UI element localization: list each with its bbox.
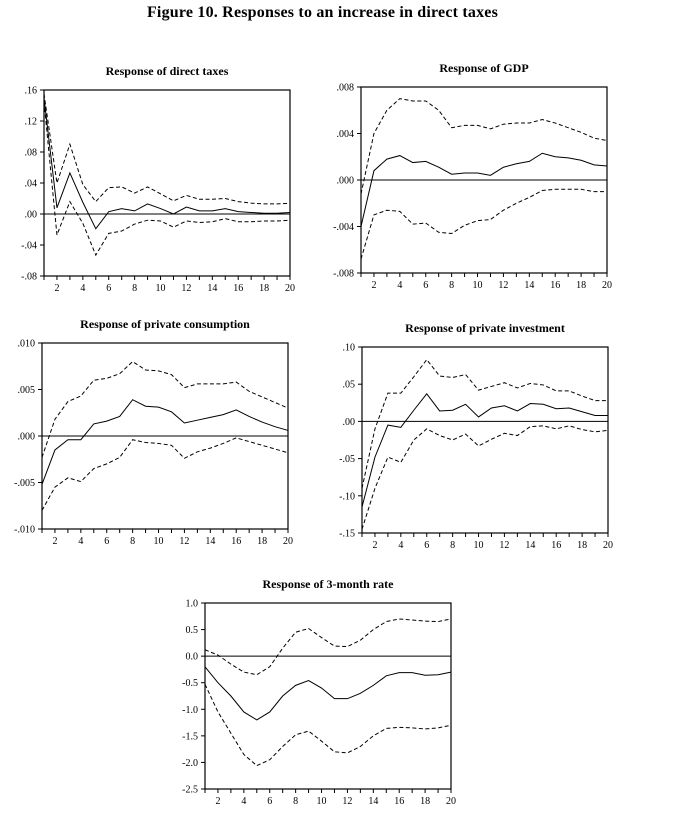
- svg-text:6: 6: [267, 796, 272, 807]
- svg-text:8: 8: [293, 796, 298, 807]
- svg-text:10: 10: [474, 540, 484, 551]
- svg-text:-.15: -.15: [339, 529, 355, 540]
- svg-text:.12: .12: [25, 117, 38, 128]
- svg-text:1.0: 1.0: [186, 599, 199, 610]
- panel-title-gdp: Response of GDP: [439, 61, 529, 75]
- svg-text:14: 14: [207, 283, 217, 294]
- svg-text:-0.5: -0.5: [182, 678, 198, 689]
- svg-text:12: 12: [181, 283, 191, 294]
- svg-text:.10: .10: [343, 343, 356, 354]
- svg-text:16: 16: [233, 283, 243, 294]
- svg-text:4: 4: [241, 796, 246, 807]
- svg-text:4: 4: [398, 540, 403, 551]
- svg-text:12: 12: [499, 540, 509, 551]
- panel-gdp: Response of GDP .008 .004 .000 -.004 -.008 2 4…: [321, 60, 617, 294]
- svg-text:.05: .05: [343, 380, 356, 391]
- svg-text:14: 14: [524, 280, 534, 291]
- svg-text:0.5: 0.5: [186, 625, 199, 636]
- svg-text:4: 4: [78, 536, 83, 547]
- svg-text:6: 6: [104, 536, 109, 547]
- figure-title: Figure 10. Responses to an increase in d…: [146, 4, 499, 21]
- svg-text:2: 2: [52, 536, 57, 547]
- svg-text:-2.0: -2.0: [182, 758, 198, 769]
- svg-text:14: 14: [525, 540, 535, 551]
- svg-text:16: 16: [231, 536, 241, 547]
- svg-text:18: 18: [257, 536, 267, 547]
- svg-text:.004: .004: [337, 129, 355, 140]
- svg-text:.00: .00: [25, 210, 38, 221]
- svg-text:14: 14: [368, 796, 378, 807]
- svg-text:6: 6: [423, 280, 428, 291]
- panel-3-month-rate: Response of 3-month rate 1.0 0.5 0.0 -0.5 -1…: [165, 576, 461, 810]
- svg-text:20: 20: [285, 283, 295, 294]
- svg-text:-.05: -.05: [339, 454, 355, 465]
- svg-text:2: 2: [54, 283, 59, 294]
- svg-text:12: 12: [179, 536, 189, 547]
- svg-text:16: 16: [394, 796, 404, 807]
- svg-text:16: 16: [551, 540, 561, 551]
- svg-text:6: 6: [106, 283, 111, 294]
- svg-text:20: 20: [446, 796, 456, 807]
- svg-text:18: 18: [259, 283, 269, 294]
- svg-text:2: 2: [371, 280, 376, 291]
- svg-text:-1.5: -1.5: [182, 731, 198, 742]
- chart-3-month-rate: 1.0 0.5 0.0 -0.5 -1.0 -1.5 -2.0 -2.5 2 4 6 8 10 12 14 1…: [182, 599, 456, 808]
- svg-text:10: 10: [473, 280, 483, 291]
- svg-text:-.10: -.10: [339, 491, 355, 502]
- svg-text:.000: .000: [337, 176, 355, 187]
- svg-text:4: 4: [397, 280, 402, 291]
- svg-text:-.008: -.008: [333, 269, 354, 280]
- svg-text:10: 10: [154, 536, 164, 547]
- svg-text:-1.0: -1.0: [182, 705, 198, 716]
- panel-title-private-consumption: Response of private consumption: [80, 317, 250, 331]
- svg-text:.010: .010: [18, 339, 36, 350]
- svg-text:20: 20: [602, 280, 612, 291]
- panel-title-direct-taxes: Response of direct taxes: [105, 64, 229, 78]
- svg-text:12: 12: [498, 280, 508, 291]
- svg-text:-.04: -.04: [21, 241, 37, 252]
- svg-text:-2.5: -2.5: [182, 785, 198, 796]
- panel-private-investment: Response of private investment .10 .05 .00…: [322, 320, 618, 554]
- svg-text:2: 2: [372, 540, 377, 551]
- svg-text:0.0: 0.0: [186, 652, 199, 663]
- svg-text:10: 10: [156, 283, 166, 294]
- svg-text:6: 6: [424, 540, 429, 551]
- svg-text:.008: .008: [337, 83, 355, 94]
- svg-text:.04: .04: [25, 179, 38, 190]
- svg-text:-.08: -.08: [21, 272, 37, 283]
- chart-gdp: .008 .004 .000 -.004 -.008 2 4 6 8 10 12 14 16 18 20: [333, 83, 612, 292]
- svg-text:10: 10: [317, 796, 327, 807]
- svg-text:.00: .00: [343, 417, 356, 428]
- panel-title-3-month-rate: Response of 3-month rate: [262, 577, 394, 591]
- svg-text:8: 8: [130, 536, 135, 547]
- svg-text:14: 14: [205, 536, 215, 547]
- svg-text:2: 2: [215, 796, 220, 807]
- panel-private-consumption: Response of private consumption .010 .005…: [2, 316, 298, 550]
- svg-text:4: 4: [80, 283, 85, 294]
- svg-text:12: 12: [342, 796, 352, 807]
- svg-text:20: 20: [283, 536, 293, 547]
- chart-private-investment: .10 .05 .00 -.05 -.10 -.15 2 4 6 8 10 12 14 16 18 20: [339, 343, 613, 552]
- svg-text:8: 8: [449, 280, 454, 291]
- chart-private-consumption: .010 .005 .000 -.005 -.010 2 4 6 8 10 12 14 16 18 20: [14, 339, 293, 548]
- svg-text:.16: .16: [25, 86, 38, 97]
- panel-title-private-investment: Response of private investment: [405, 321, 565, 335]
- svg-text:20: 20: [603, 540, 613, 551]
- svg-text:-.010: -.010: [14, 525, 35, 536]
- svg-text:-.005: -.005: [14, 478, 35, 489]
- svg-text:16: 16: [550, 280, 560, 291]
- svg-text:-.004: -.004: [333, 222, 354, 233]
- svg-text:.08: .08: [25, 148, 38, 159]
- svg-text:.005: .005: [18, 385, 36, 396]
- svg-text:18: 18: [576, 280, 586, 291]
- panel-direct-taxes: Response of direct taxes .16 .12 .08 .04 .00…: [4, 63, 300, 297]
- svg-text:8: 8: [450, 540, 455, 551]
- svg-text:18: 18: [420, 796, 430, 807]
- chart-direct-taxes: .16 .12 .08 .04 .00 -.04 -.08 2 4 6 8 10 12 14 16 18 20: [21, 86, 295, 295]
- svg-text:8: 8: [132, 283, 137, 294]
- svg-text:.000: .000: [18, 432, 36, 443]
- svg-text:18: 18: [577, 540, 587, 551]
